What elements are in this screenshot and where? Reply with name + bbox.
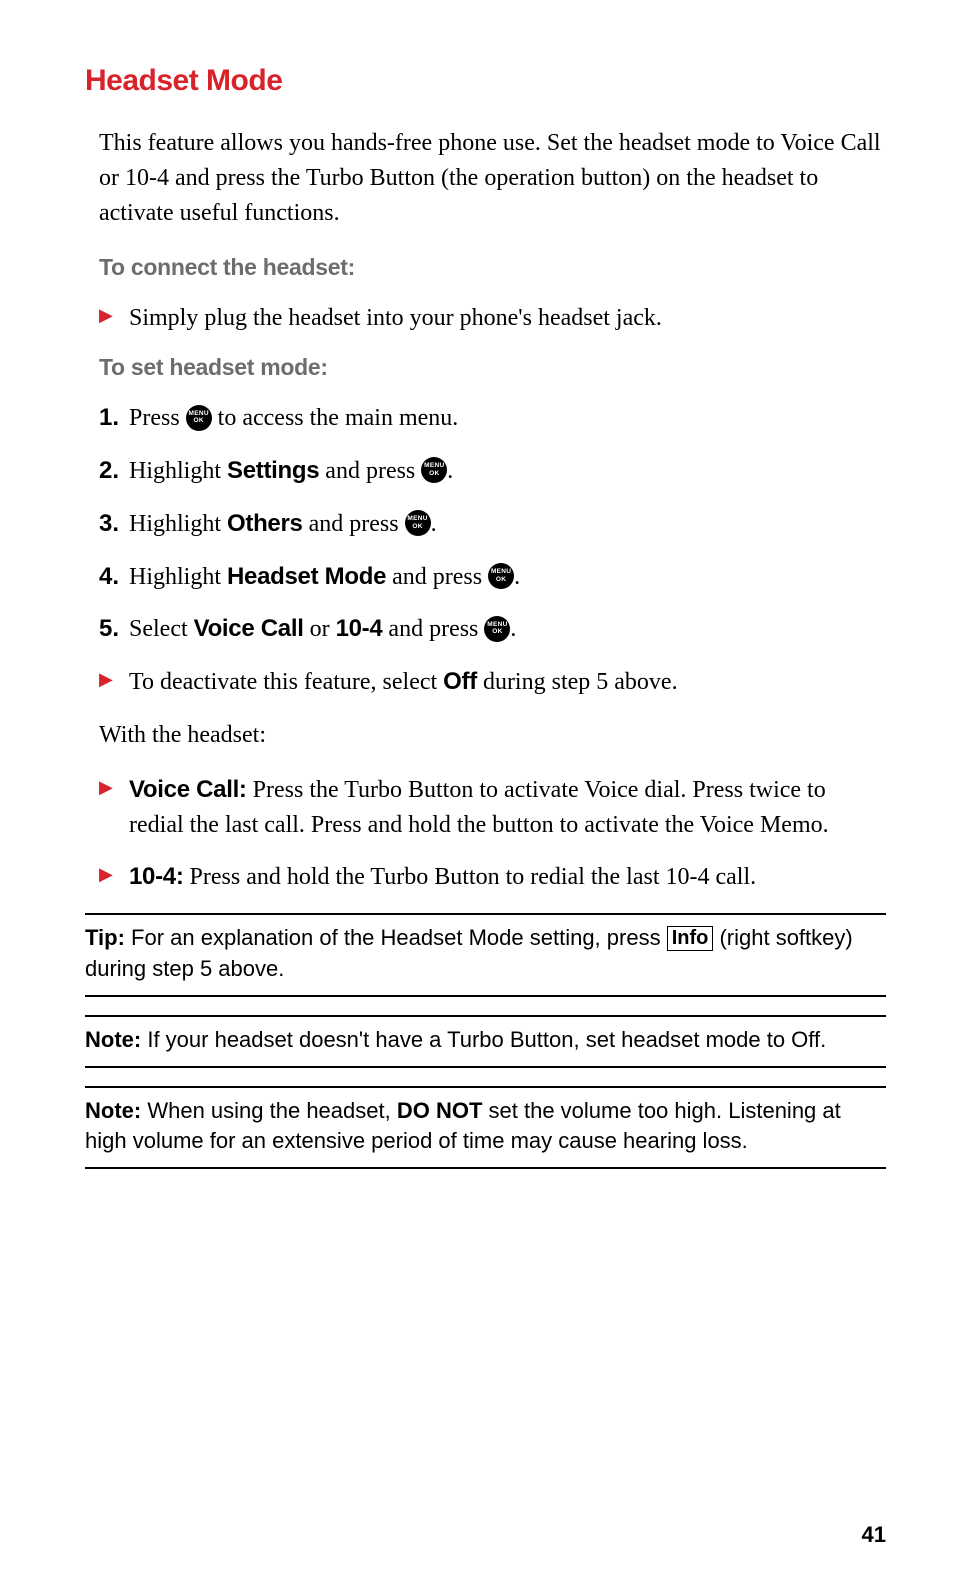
step-number: 2. — [99, 454, 125, 489]
bullet-text: 10-4: Press and hold the Turbo Button to… — [129, 860, 886, 895]
step-2: 2. Highlight Settings and press MENUOK. — [99, 454, 886, 489]
bullet-voice-call: ▶ Voice Call: Press the Turbo Button to … — [99, 773, 886, 843]
note-callout-2: Note: When using the headset, DO NOT set… — [85, 1086, 886, 1170]
subhead-connect: To connect the headset: — [99, 254, 886, 281]
subhead-set-mode: To set headset mode: — [99, 354, 886, 381]
menu-ok-icon: MENUOK — [405, 510, 431, 536]
step-text: Highlight Settings and press MENUOK. — [129, 454, 886, 489]
menu-ok-icon: MENUOK — [421, 457, 447, 483]
menu-ok-icon: MENUOK — [488, 563, 514, 589]
arrow-icon: ▶ — [99, 860, 125, 891]
step-text: Select Voice Call or 10-4 and press MENU… — [129, 612, 886, 647]
with-headset-label: With the headset: — [99, 718, 886, 753]
bullet-text: Simply plug the headset into your phone'… — [129, 301, 886, 336]
step-number: 5. — [99, 612, 125, 647]
tip-callout: Tip: For an explanation of the Headset M… — [85, 913, 886, 997]
page-number: 41 — [862, 1522, 886, 1548]
step-4: 4. Highlight Headset Mode and press MENU… — [99, 560, 886, 595]
note-callout-1: Note: If your headset doesn't have a Tur… — [85, 1015, 886, 1068]
arrow-icon: ▶ — [99, 773, 125, 804]
info-softkey-icon: Info — [667, 926, 714, 951]
step-number: 3. — [99, 507, 125, 542]
bullet-plug-headset: ▶ Simply plug the headset into your phon… — [99, 301, 886, 336]
step-1: 1. Press MENUOK to access the main menu. — [99, 401, 886, 436]
menu-ok-icon: MENUOK — [186, 405, 212, 431]
bullet-deactivate: ▶ To deactivate this feature, select Off… — [99, 665, 886, 700]
bullet-text: Voice Call: Press the Turbo Button to ac… — [129, 773, 886, 843]
step-5: 5. Select Voice Call or 10-4 and press M… — [99, 612, 886, 647]
step-text: Press MENUOK to access the main menu. — [129, 401, 886, 436]
step-3: 3. Highlight Others and press MENUOK. — [99, 507, 886, 542]
section-title: Headset Mode — [85, 64, 886, 98]
bullet-text: To deactivate this feature, select Off d… — [129, 665, 886, 700]
step-text: Highlight Headset Mode and press MENUOK. — [129, 560, 886, 595]
bullet-10-4: ▶ 10-4: Press and hold the Turbo Button … — [99, 860, 886, 895]
arrow-icon: ▶ — [99, 665, 125, 696]
step-number: 1. — [99, 401, 125, 436]
step-text: Highlight Others and press MENUOK. — [129, 507, 886, 542]
arrow-icon: ▶ — [99, 301, 125, 332]
menu-ok-icon: MENUOK — [484, 616, 510, 642]
intro-paragraph: This feature allows you hands-free phone… — [99, 126, 886, 230]
step-number: 4. — [99, 560, 125, 595]
